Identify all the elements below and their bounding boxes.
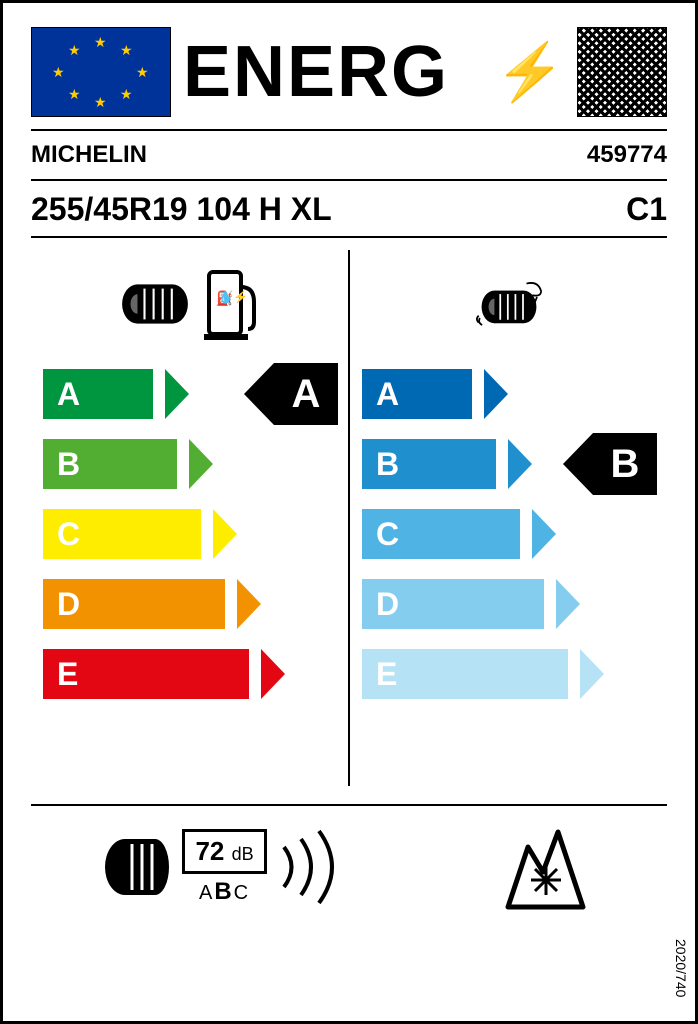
grade-letter: E bbox=[376, 656, 397, 693]
divider-4 bbox=[31, 804, 667, 806]
noise-db-box: 72 dB bbox=[182, 829, 266, 874]
grade-bar-tip bbox=[532, 509, 556, 559]
grade-bar: E bbox=[43, 649, 249, 699]
fuel-efficiency-chart: ⛽ 💧⚡ AABCDE bbox=[31, 238, 348, 798]
selected-grade-letter: A bbox=[292, 372, 321, 417]
charts-area: ⛽ 💧⚡ AABCDE bbox=[31, 238, 667, 798]
divider-2 bbox=[31, 179, 667, 181]
regulation-code: 2020/740 bbox=[673, 939, 689, 997]
eu-tyre-label: ★ ★ ★ ★ ★ ★ ★ ★ ENERG ⚡ MICHELIN 459774 … bbox=[0, 0, 698, 1024]
spec-row: 255/45R19 104 H XL C1 bbox=[31, 191, 667, 228]
brand-row: MICHELIN 459774 bbox=[31, 141, 667, 169]
grade-bar: C bbox=[43, 509, 201, 559]
lightning-icon: ⚡ bbox=[495, 39, 565, 105]
header-row: ★ ★ ★ ★ ★ ★ ★ ★ ENERG ⚡ bbox=[31, 27, 667, 117]
grade-bar-tip bbox=[484, 369, 508, 419]
grade-row-b: B bbox=[43, 434, 348, 494]
brand-name: MICHELIN bbox=[31, 141, 147, 169]
grade-letter: D bbox=[376, 586, 399, 623]
grade-letter: A bbox=[376, 376, 399, 413]
noise-class-a: A bbox=[199, 882, 214, 904]
grade-row-a: A bbox=[362, 364, 667, 424]
svg-text:💧⚡: 💧⚡ bbox=[218, 290, 248, 304]
grade-bar-tip bbox=[261, 649, 285, 699]
grade-bar-tip bbox=[165, 369, 189, 419]
noise-block: 72 dB ABC bbox=[100, 822, 348, 912]
wet-bars: ABBCDE bbox=[350, 364, 667, 714]
grade-bar-tip bbox=[237, 579, 261, 629]
grade-row-b: BB bbox=[362, 434, 667, 494]
eu-flag-icon: ★ ★ ★ ★ ★ ★ ★ ★ bbox=[31, 27, 171, 117]
tire-rain-icon bbox=[474, 269, 544, 339]
fuel-bars: AABCDE bbox=[31, 364, 348, 714]
grade-row-d: D bbox=[362, 574, 667, 634]
grade-letter: E bbox=[57, 656, 78, 693]
grade-bar: E bbox=[362, 649, 568, 699]
grade-letter: D bbox=[57, 586, 80, 623]
selected-grade-letter: B bbox=[611, 442, 640, 487]
wet-icon-row bbox=[474, 254, 544, 354]
grade-bar: D bbox=[362, 579, 544, 629]
grade-letter: B bbox=[57, 446, 80, 483]
grade-letter: C bbox=[57, 516, 80, 553]
article-number: 459774 bbox=[587, 141, 667, 169]
grade-letter: C bbox=[376, 516, 399, 553]
grade-bar-tip bbox=[556, 579, 580, 629]
grade-bar-tip bbox=[508, 439, 532, 489]
noise-class-c: C bbox=[234, 882, 250, 904]
grade-row-c: C bbox=[43, 504, 348, 564]
grade-row-e: E bbox=[362, 644, 667, 704]
noise-unit: dB bbox=[232, 844, 254, 864]
grade-bar: D bbox=[43, 579, 225, 629]
grade-bar-tip bbox=[213, 509, 237, 559]
grade-bar-tip bbox=[189, 439, 213, 489]
noise-value: 72 bbox=[195, 836, 224, 866]
grade-bar: B bbox=[362, 439, 496, 489]
energy-title: ENERG bbox=[183, 31, 483, 113]
grade-row-a: AA bbox=[43, 364, 348, 424]
tire-spec: 255/45R19 104 H XL bbox=[31, 191, 332, 228]
fuel-icon-row: ⛽ 💧⚡ bbox=[120, 254, 259, 354]
grade-bar: A bbox=[362, 369, 472, 419]
wet-grip-chart: ABBCDE bbox=[350, 238, 667, 798]
grade-bar-tip bbox=[580, 649, 604, 699]
fuel-pump-icon: ⛽ 💧⚡ bbox=[204, 267, 259, 342]
divider-1 bbox=[31, 129, 667, 131]
selected-grade-indicator: A bbox=[274, 363, 338, 425]
grade-letter: B bbox=[376, 446, 399, 483]
tire-class: C1 bbox=[626, 191, 667, 228]
tire-icon bbox=[120, 269, 190, 339]
selected-grade-indicator: B bbox=[593, 433, 657, 495]
grade-row-d: D bbox=[43, 574, 348, 634]
grade-letter: A bbox=[57, 376, 80, 413]
grade-bar: B bbox=[43, 439, 177, 489]
grade-row-c: C bbox=[362, 504, 667, 564]
noise-class-b: B bbox=[214, 878, 233, 905]
grade-bar: C bbox=[362, 509, 520, 559]
noise-readout: 72 dB ABC bbox=[182, 829, 266, 906]
tire-noise-icon bbox=[100, 822, 170, 912]
grade-row-e: E bbox=[43, 644, 348, 704]
grade-bar: A bbox=[43, 369, 153, 419]
qr-code-icon bbox=[577, 27, 667, 117]
noise-class-letters: ABC bbox=[182, 878, 266, 906]
sound-waves-icon bbox=[279, 827, 349, 907]
bottom-row: 72 dB ABC bbox=[31, 812, 667, 922]
snow-grip-icon bbox=[488, 812, 598, 922]
